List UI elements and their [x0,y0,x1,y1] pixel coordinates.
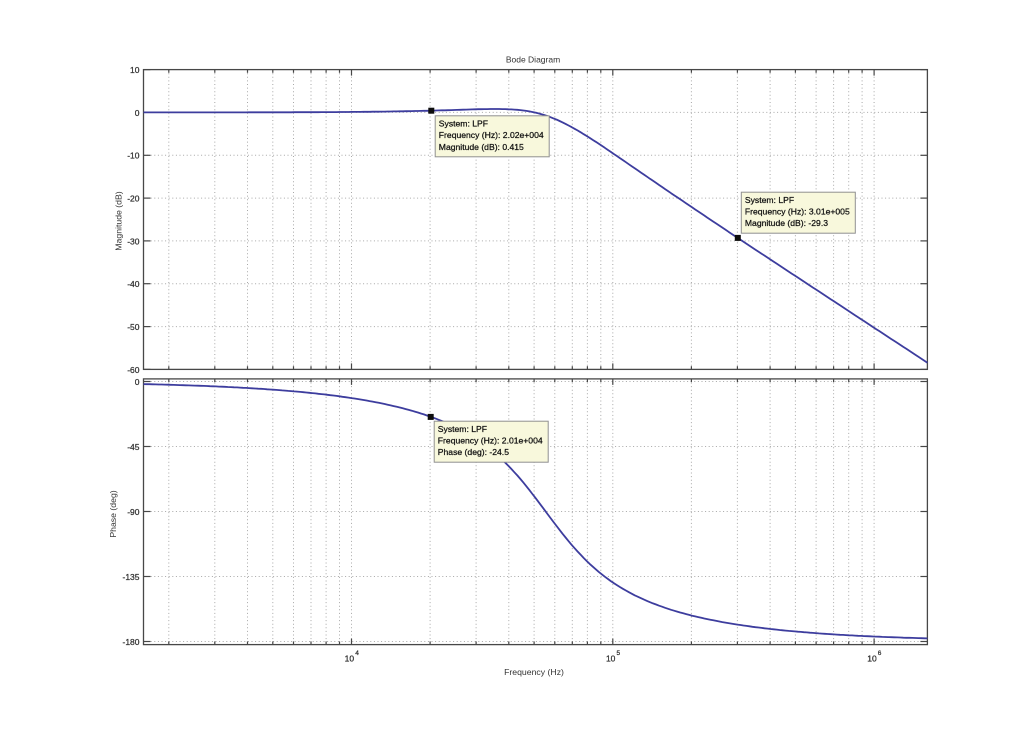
svg-text:System: LPF: System: LPF [438,424,487,434]
svg-text:-10: -10 [127,151,140,161]
svg-text:System: LPF: System: LPF [745,195,794,205]
svg-text:10: 10 [345,654,355,664]
svg-text:Phase (deg): Phase (deg) [108,490,118,537]
svg-text:Magnitude (dB): -29.3: Magnitude (dB): -29.3 [745,218,828,228]
svg-text:Bode Diagram: Bode Diagram [506,55,560,65]
svg-text:Frequency (Hz): 3.01e+005: Frequency (Hz): 3.01e+005 [745,207,850,217]
svg-text:-50: -50 [127,322,140,332]
svg-text:Magnitude (dB): Magnitude (dB) [113,191,123,251]
svg-text:System: LPF: System: LPF [439,118,488,128]
svg-text:10: 10 [606,654,616,664]
svg-text:-135: -135 [122,572,139,582]
svg-text:0: 0 [135,377,140,387]
svg-text:6: 6 [878,650,882,657]
svg-text:5: 5 [616,650,620,657]
svg-text:-40: -40 [127,279,140,289]
svg-text:-30: -30 [127,236,140,246]
svg-text:Phase (deg): -24.5: Phase (deg): -24.5 [438,447,509,457]
svg-text:Magnitude (dB): 0.415: Magnitude (dB): 0.415 [439,142,524,152]
svg-text:0: 0 [135,108,140,118]
svg-text:-20: -20 [127,194,140,204]
svg-text:-180: -180 [122,637,139,647]
svg-text:-60: -60 [127,365,140,375]
svg-text:Frequency (Hz): 2.02e+004: Frequency (Hz): 2.02e+004 [439,130,544,140]
svg-text:-90: -90 [127,507,140,517]
svg-text:10: 10 [130,65,140,75]
svg-text:Frequency (Hz): Frequency (Hz) [504,667,564,677]
svg-text:4: 4 [355,650,359,657]
svg-text:Frequency (Hz): 2.01e+004: Frequency (Hz): 2.01e+004 [438,436,543,446]
svg-text:-45: -45 [127,442,140,452]
svg-text:10: 10 [867,654,877,664]
